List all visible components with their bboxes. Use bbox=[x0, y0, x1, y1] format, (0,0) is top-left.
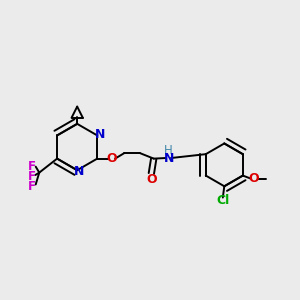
Text: F: F bbox=[28, 160, 36, 172]
Text: O: O bbox=[146, 173, 157, 186]
Text: F: F bbox=[28, 170, 36, 183]
Text: Cl: Cl bbox=[216, 194, 230, 207]
Text: N: N bbox=[74, 165, 85, 178]
Text: N: N bbox=[164, 152, 174, 164]
Text: H: H bbox=[164, 144, 173, 157]
Text: N: N bbox=[94, 128, 105, 141]
Text: O: O bbox=[249, 172, 260, 185]
Text: O: O bbox=[106, 152, 117, 165]
Text: F: F bbox=[28, 180, 36, 194]
